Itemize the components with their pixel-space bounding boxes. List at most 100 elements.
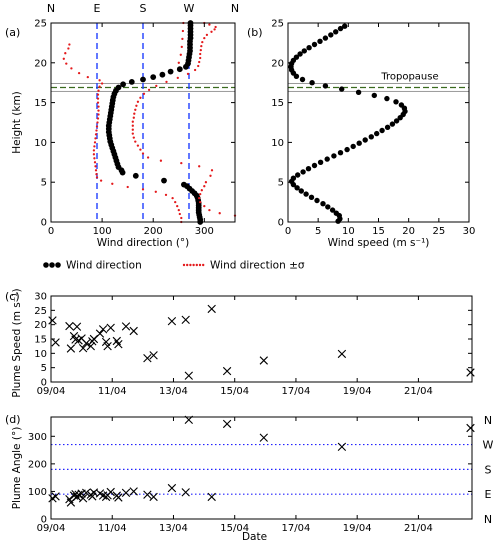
wind-direction-sigma-point — [200, 44, 203, 48]
wind-direction-sigma-point — [181, 37, 184, 41]
plume-angle-marker — [143, 490, 152, 499]
plume-speed-marker — [48, 316, 57, 325]
wind-direction-point — [176, 66, 183, 73]
panel-b-xtick-label: 10 — [342, 226, 355, 237]
wind-speed-point — [393, 118, 400, 124]
wind-direction-sigma-point — [203, 204, 206, 208]
wind-direction-sigma-point — [97, 109, 100, 112]
wind-direction-sigma-point — [209, 174, 212, 177]
wind-speed-point — [300, 169, 306, 175]
x-axis-label: Wind speed (m s⁻¹) — [328, 237, 430, 249]
x-axis-label: Date — [242, 531, 267, 543]
wind-direction-sigma-point — [155, 84, 158, 88]
wind-speed-point — [322, 83, 329, 89]
wind-direction-sigma-point — [93, 157, 96, 160]
wind-direction-sigma-point — [200, 189, 203, 192]
wind-direction-sigma-point — [94, 137, 97, 140]
legend-swatch-wind-direction-sigma — [202, 263, 205, 267]
wind-speed-point — [311, 162, 318, 169]
compass-label: W — [184, 2, 195, 15]
panel-c-xtick-label: 17/04 — [282, 386, 311, 397]
wind-direction-sigma-point — [193, 68, 197, 72]
compass-label: W — [483, 439, 494, 452]
wind-speed-point — [384, 124, 391, 130]
plume-angle-marker — [74, 490, 83, 499]
wind-direction-point — [161, 177, 167, 184]
wind-speed-point — [333, 29, 339, 35]
legend-swatch-wind-direction-sigma — [192, 263, 195, 267]
wind-direction-sigma-point — [96, 121, 99, 124]
wind-direction-sigma-point — [96, 93, 100, 96]
y-axis-label: Height (km) — [11, 91, 23, 154]
panel-d-xtick-label: 09/04 — [37, 523, 66, 534]
y-axis-label: Plume Speed (m s⁻¹) — [11, 288, 23, 397]
panel-d-xtick-label: 13/04 — [159, 523, 188, 534]
plume-angle-marker — [82, 488, 91, 497]
panel-label-d: (d) — [5, 413, 21, 426]
plume-speed-marker — [143, 354, 152, 363]
panel-c-xtick-label: 13/04 — [159, 386, 188, 397]
panel-a-xtick-label: 100 — [93, 226, 112, 237]
wind-direction-sigma-point — [154, 190, 157, 193]
wind-direction-sigma-point — [132, 116, 135, 119]
panel-a-xtick-label: 200 — [144, 226, 163, 237]
wind-direction-sigma-point — [186, 72, 190, 76]
legend-swatch-wind-direction-sigma — [198, 263, 202, 267]
wind-direction-sigma-point — [205, 33, 209, 37]
legend-label: Wind direction — [66, 260, 142, 272]
tropopause-annotation: Tropopause — [380, 71, 438, 82]
plume-speed-marker — [86, 342, 95, 351]
wind-speed-point — [368, 134, 374, 140]
panel-c-xtick-label: 19/04 — [343, 386, 372, 397]
compass-label: N — [47, 2, 55, 15]
compass-label: E — [94, 2, 101, 15]
legend-swatch-wind-direction-sigma — [195, 263, 198, 267]
wind-speed-point — [374, 130, 380, 137]
wind-direction-sigma-point — [131, 124, 134, 127]
wind-direction-sigma-point — [95, 129, 98, 132]
plume-angle-marker — [181, 488, 190, 497]
legend-swatch-wind-direction-sigma — [189, 263, 192, 267]
wind-direction-sigma-point — [98, 85, 101, 88]
wind-direction-sigma-point — [197, 64, 200, 68]
plume-angle-marker — [337, 442, 347, 451]
wind-direction-sigma-point — [199, 52, 202, 56]
panel-d-ytick-label: 200 — [28, 459, 47, 470]
wind-direction-sigma-point — [135, 104, 138, 107]
plume-angle-marker — [51, 492, 60, 501]
wind-direction-sigma-point — [136, 144, 140, 147]
panel-d-xtick-label: 17/04 — [282, 523, 311, 534]
wind-direction-sigma-point — [165, 80, 168, 84]
wind-speed-point — [371, 92, 377, 99]
wind-direction-sigma-point — [93, 145, 96, 148]
wind-speed-point — [299, 76, 306, 83]
wind-speed-point — [344, 146, 350, 153]
wind-direction-sigma-point — [203, 36, 206, 40]
wind-direction-sigma-point — [96, 101, 100, 104]
wind-direction-point — [132, 172, 139, 179]
y-axis-label: Plume Angle (°) — [11, 427, 23, 510]
panel-c-xtick-label: 11/04 — [98, 386, 127, 397]
plume-speed-marker — [222, 366, 232, 376]
wind-direction-sigma-point — [142, 92, 146, 95]
panel-b-ytick-label: 25 — [271, 19, 284, 30]
panel-b-ytick-label: 15 — [271, 98, 284, 109]
compass-label: S — [485, 463, 492, 476]
plume-speed-marker — [66, 344, 76, 353]
wind-direction-sigma-point — [65, 62, 68, 65]
wind-direction-sigma-point — [134, 108, 137, 111]
plume-speed-marker — [207, 304, 216, 314]
wind-speed-point — [398, 102, 405, 108]
panel-c-xtick-label: 15/04 — [220, 386, 249, 397]
panel-label-a: (a) — [5, 26, 20, 39]
panel-d-xtick-label: 21/04 — [404, 523, 433, 534]
compass-label: N — [231, 2, 239, 15]
wind-speed-point — [355, 89, 362, 96]
plume-angle-marker — [129, 487, 138, 496]
plume-speed-marker — [78, 344, 88, 353]
legend-swatch-wind-direction-sigma — [186, 263, 189, 267]
wind-speed-point — [350, 143, 356, 150]
plume-speed-marker — [167, 317, 177, 326]
wind-direction-sigma-point — [208, 23, 211, 26]
